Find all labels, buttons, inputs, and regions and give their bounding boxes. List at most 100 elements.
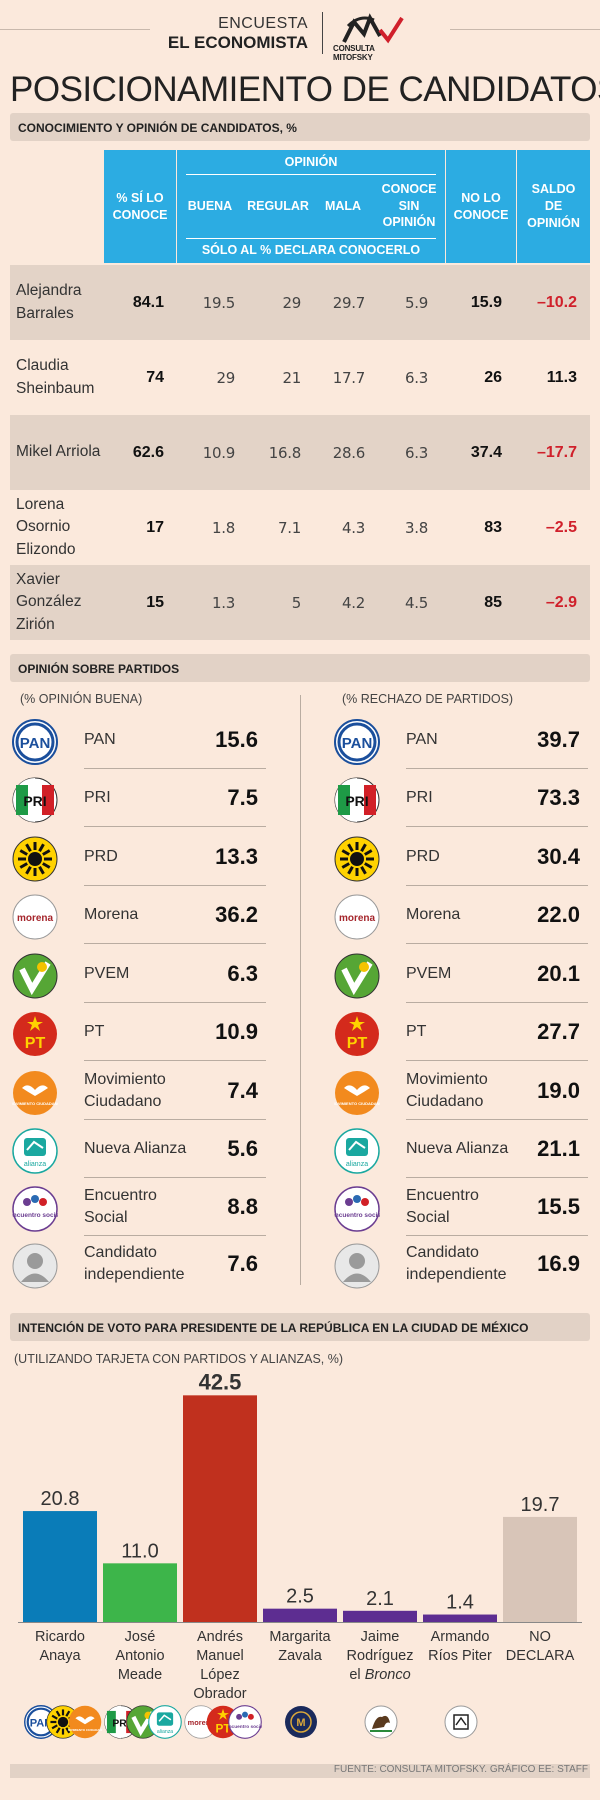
party-row-right: alianza Nueva Alianza 21.1 xyxy=(334,1120,588,1178)
cell-no-conoce: 37.4 xyxy=(470,443,502,461)
party-good-value: 8.8 xyxy=(227,1194,258,1219)
cell-si-conoce: 84.1 xyxy=(132,293,164,311)
party-row-right: PRI PRI 73.3 xyxy=(334,769,588,827)
svg-text:alianza: alianza xyxy=(157,1729,173,1735)
bar-category-line: Margarita xyxy=(269,1629,331,1645)
party-row-right: PT PT 27.7 xyxy=(334,1003,588,1061)
party-reject-value: 19.0 xyxy=(537,1078,580,1103)
pvem-logo-icon xyxy=(12,953,58,999)
party-name: Movimiento Ciudadano xyxy=(84,1071,166,1110)
cell-mala: 17.7 xyxy=(332,368,366,387)
cell-no-conoce: 26 xyxy=(484,368,502,386)
party-row-left: PRI PRI 7.5 xyxy=(12,769,266,827)
section-bar-vote: INTENCIÓN DE VOTO PARA PRESIDENTE DE LA … xyxy=(10,1313,590,1341)
th-solo: SÓLO AL % DECLARA CONOCERLO xyxy=(177,238,445,263)
party-reject-value: 16.9 xyxy=(537,1251,580,1276)
pan-logo-icon: PAN xyxy=(334,719,380,765)
party-row-left: PVEM 6.3 xyxy=(12,945,266,1003)
bar-value-label: 20.8 xyxy=(41,1488,80,1510)
candidate-name: Claudia Sheinbaum xyxy=(16,357,95,397)
cell-buena: 19.5 xyxy=(202,293,236,312)
bar-category-line: Ricardo xyxy=(35,1629,85,1645)
bar-category-line: Jaime xyxy=(360,1629,400,1645)
party-row-rule xyxy=(84,943,266,944)
party-name: Candidato independiente xyxy=(84,1244,185,1283)
party-row-right: MOVIMIENTO CIUDADANO Movimiento Ciudadano… xyxy=(331,1062,588,1120)
morena-logo-icon: morena xyxy=(12,894,58,940)
na-logo-icon: alianza xyxy=(12,1128,58,1174)
th-no-conoce-label: NO LO CONOCE xyxy=(453,190,509,222)
party-row-rule xyxy=(84,768,266,769)
party-name: PVEM xyxy=(84,965,130,983)
party-row-left: alianza Nueva Alianza 5.6 xyxy=(12,1120,266,1178)
bar-6 xyxy=(503,1516,577,1622)
rios-piter-logo-icon xyxy=(444,1705,478,1739)
party-row-rule xyxy=(84,1060,266,1061)
bar-category-line: NO xyxy=(529,1629,551,1645)
bar-category-label: Ricardo Anaya xyxy=(20,1628,100,1666)
mc-small-logo-icon: MOVIMIENTO CIUDADANO xyxy=(66,1705,105,1739)
cell-sin-opinion: 5.9 xyxy=(405,293,428,312)
page-title: POSICIONAMIENTO DE CANDIDATOS xyxy=(10,70,600,109)
cell-saldo: –17.7 xyxy=(536,443,577,461)
zavala-logo-icon: M xyxy=(284,1705,318,1739)
party-row-rule xyxy=(406,826,588,827)
cell-no-conoce: 85 xyxy=(484,593,502,611)
party-name: Encuentro Social xyxy=(406,1187,479,1226)
pri-logo-icon: PRI xyxy=(12,777,58,823)
cell-regular: 21 xyxy=(282,368,302,387)
party-name: PRD xyxy=(406,848,440,866)
morena-logo-icon: morena xyxy=(334,894,380,940)
th-solo-label: SÓLO AL % DECLARA CONOCERLO xyxy=(201,243,421,258)
party-row-right: Candidato independiente 16.9 xyxy=(334,1235,588,1293)
th-si-conoce: % SÍ LO CONOCE xyxy=(104,150,176,263)
party-name: Candidato independiente xyxy=(406,1244,507,1283)
party-row-right: PVEM 20.1 xyxy=(334,945,588,1003)
svg-text:MOVIMIENTO CIUDADANO: MOVIMIENTO CIUDADANO xyxy=(68,1728,102,1732)
bronco-logo-icon xyxy=(364,1705,398,1739)
svg-text:PRI: PRI xyxy=(23,793,46,809)
cell-si-conoce: 17 xyxy=(146,518,164,536)
bar-3 xyxy=(263,1608,337,1622)
th-buena: BUENA xyxy=(177,174,243,238)
cell-no-conoce: 15.9 xyxy=(470,293,502,311)
party-name: PAN xyxy=(406,731,438,749)
cell-sin-opinion: 6.3 xyxy=(405,443,428,462)
bar-category-line: DECLARA xyxy=(505,1647,575,1664)
header-separator xyxy=(322,12,323,54)
pt-logo-icon: PT xyxy=(12,1011,58,1057)
bar-category-label: Margarita Zavala xyxy=(260,1628,340,1666)
svg-text:encuentro social: encuentro social xyxy=(334,1212,380,1219)
party-row-left: MOVIMIENTO CIUDADANO Movimiento Ciudadano… xyxy=(9,1062,266,1120)
svg-text:MOVIMIENTO CIUDADANO: MOVIMIENTO CIUDADANO xyxy=(334,1101,380,1106)
party-row-rule xyxy=(406,1235,588,1236)
svg-text:MOVIMIENTO CIUDADANO: MOVIMIENTO CIUDADANO xyxy=(12,1101,58,1106)
na-logo-icon: alianza xyxy=(334,1128,380,1174)
party-name: PRD xyxy=(84,848,118,866)
party-row-rule xyxy=(84,826,266,827)
party-row-right: PRD 30.4 xyxy=(334,828,588,886)
header-line1: ENCUESTA xyxy=(218,15,308,32)
th-opinion-label: OPINIÓN xyxy=(284,154,338,169)
section-bar-knowledge: CONOCIMIENTO Y OPINIÓN DE CANDIDATOS, % xyxy=(10,113,590,141)
cell-buena: 29 xyxy=(216,368,236,387)
party-reject-value: 30.4 xyxy=(537,844,580,869)
party-name: PT xyxy=(406,1023,427,1041)
bar-category-line: Obrador xyxy=(193,1685,247,1702)
party-row-left: PAN PAN 15.6 xyxy=(12,711,266,769)
bar-value-label: 42.5 xyxy=(199,1370,242,1394)
party-name: Morena xyxy=(84,906,139,924)
party-row-rule xyxy=(84,885,266,886)
svg-text:morena: morena xyxy=(17,913,54,924)
table-row: Claudia Sheinbaum 74 29 21 17.7 6.3 26 11.3 xyxy=(10,340,590,415)
cell-mala: 29.7 xyxy=(332,293,366,312)
vote-subtitle: (UTILIZANDO TARJETA CON PARTIDOS Y ALIAN… xyxy=(14,1352,344,1366)
es-small-logo-icon: encuentro social xyxy=(226,1705,264,1739)
party-row-rule xyxy=(406,885,588,886)
section-title-knowledge: CONOCIMIENTO Y OPINIÓN DE CANDIDATOS, % xyxy=(18,121,297,135)
parties-right-label: (% RECHAZO DE PARTIDOS) xyxy=(342,692,514,706)
prd-logo-icon xyxy=(334,836,380,882)
party-row-rule xyxy=(84,1235,266,1236)
th-mala: MALA xyxy=(313,174,373,238)
pt-logo-icon: PT xyxy=(334,1011,380,1057)
